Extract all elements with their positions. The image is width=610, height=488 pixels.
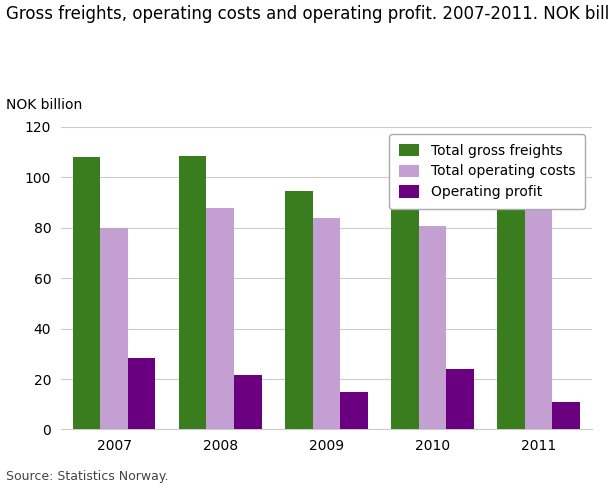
Bar [497, 168, 525, 429]
Bar [340, 391, 368, 429]
Text: Gross freights, operating costs and operating profit. 2007-2011. NOK billion: Gross freights, operating costs and oper… [6, 5, 610, 23]
Text: Source: Statistics Norway.: Source: Statistics Norway. [6, 470, 168, 483]
Bar [234, 375, 262, 429]
Bar [179, 156, 206, 429]
Bar [447, 369, 474, 429]
Bar [128, 358, 156, 429]
Bar [285, 191, 312, 429]
Bar [391, 180, 418, 429]
Legend: Total gross freights, Total operating costs, Operating profit: Total gross freights, Total operating co… [389, 134, 585, 209]
Bar [312, 218, 340, 429]
Bar [100, 228, 128, 429]
Bar [553, 402, 580, 429]
Bar [206, 207, 234, 429]
Bar [418, 226, 447, 429]
Text: NOK billion: NOK billion [6, 98, 82, 112]
Bar [525, 180, 553, 429]
Bar [73, 157, 100, 429]
